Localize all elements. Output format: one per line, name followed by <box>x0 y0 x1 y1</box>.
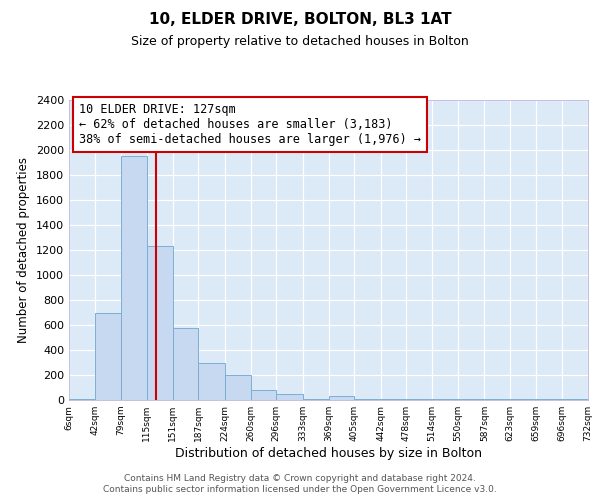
Bar <box>69 399 95 400</box>
Bar <box>147 246 173 400</box>
Bar <box>225 375 251 400</box>
Text: 10 ELDER DRIVE: 127sqm
← 62% of detached houses are smaller (3,183)
38% of semi-: 10 ELDER DRIVE: 127sqm ← 62% of detached… <box>79 103 421 146</box>
X-axis label: Distribution of detached houses by size in Bolton: Distribution of detached houses by size … <box>175 447 482 460</box>
Text: Contains HM Land Registry data © Crown copyright and database right 2024.: Contains HM Land Registry data © Crown c… <box>124 474 476 483</box>
Text: Size of property relative to detached houses in Bolton: Size of property relative to detached ho… <box>131 35 469 48</box>
Bar <box>251 390 277 400</box>
Bar <box>277 394 303 400</box>
Bar <box>121 156 147 400</box>
Bar <box>329 396 354 400</box>
Bar <box>95 312 121 400</box>
Bar <box>173 328 199 400</box>
Bar <box>303 399 329 400</box>
Bar <box>354 399 380 400</box>
Bar <box>199 362 225 400</box>
Text: Contains public sector information licensed under the Open Government Licence v3: Contains public sector information licen… <box>103 485 497 494</box>
Y-axis label: Number of detached properties: Number of detached properties <box>17 157 31 343</box>
Text: 10, ELDER DRIVE, BOLTON, BL3 1AT: 10, ELDER DRIVE, BOLTON, BL3 1AT <box>149 12 451 28</box>
